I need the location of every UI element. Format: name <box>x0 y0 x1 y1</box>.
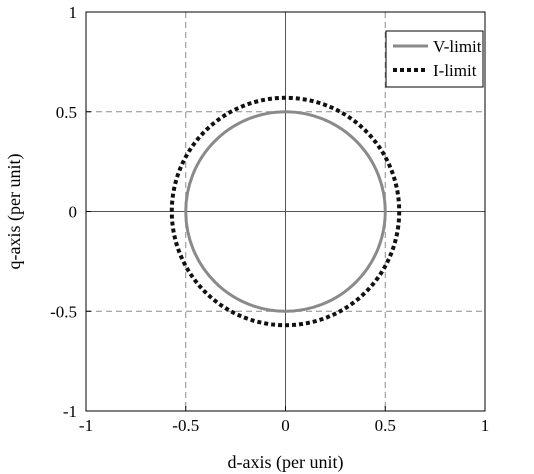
grid <box>86 12 485 411</box>
series-group <box>169 95 402 328</box>
x-tick-label: -0.5 <box>172 416 199 435</box>
series-i-limit-curve <box>169 95 402 328</box>
zero-lines <box>86 12 485 411</box>
y-tick-label: -1 <box>63 402 77 421</box>
y-axis-label: q-axis (per unit) <box>4 154 25 270</box>
x-tick-label: 1 <box>481 416 490 435</box>
legend-box <box>385 30 484 88</box>
y-tick-label: 0.5 <box>56 103 77 122</box>
tick-marks <box>85 11 486 412</box>
legend: V-limit I-limit <box>385 30 484 88</box>
tick-labels: -1 -0.5 0 0.5 1 -1 -0.5 0 0.5 1 <box>50 3 489 435</box>
x-axis-label: d-axis (per unit) <box>228 452 344 473</box>
y-tick-label: -0.5 <box>50 302 77 321</box>
legend-label: V-limit <box>433 37 482 56</box>
series-v-limit-curve <box>184 110 387 313</box>
x-tick-label: 0 <box>281 416 290 435</box>
y-tick-label: 1 <box>69 3 78 22</box>
y-tick-label: 0 <box>69 203 78 222</box>
x-tick-label: 0.5 <box>375 416 396 435</box>
x-tick-label: -1 <box>79 416 93 435</box>
legend-label: I-limit <box>433 61 477 80</box>
